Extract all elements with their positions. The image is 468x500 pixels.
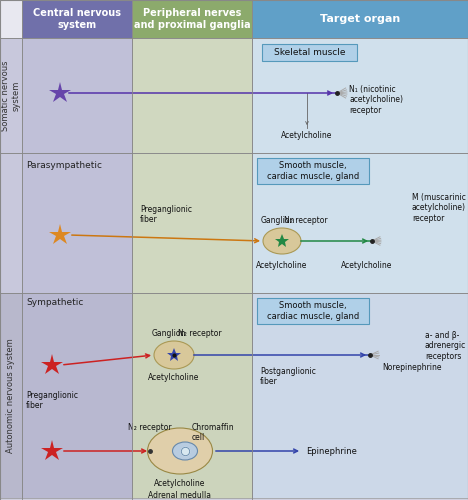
Text: Skeletal muscle: Skeletal muscle xyxy=(274,48,345,57)
Bar xyxy=(257,158,369,184)
Bar xyxy=(0,153,22,293)
Text: Acetylcholine: Acetylcholine xyxy=(256,261,307,270)
Text: Postganglionic
fiber: Postganglionic fiber xyxy=(260,367,316,386)
Text: N₂ receptor: N₂ receptor xyxy=(128,423,172,432)
Text: Ganglion: Ganglion xyxy=(261,216,295,225)
Text: N₂ receptor: N₂ receptor xyxy=(284,216,328,225)
Bar xyxy=(132,38,252,153)
Bar xyxy=(22,293,132,498)
Text: N₂ receptor: N₂ receptor xyxy=(178,329,222,338)
Bar xyxy=(22,0,132,38)
Text: Acetylcholine: Acetylcholine xyxy=(148,373,200,382)
Bar xyxy=(22,38,132,153)
Text: Central nervous
system: Central nervous system xyxy=(33,8,121,30)
Text: M (muscarinic
acetylcholine)
receptor: M (muscarinic acetylcholine) receptor xyxy=(412,193,466,223)
Text: Parasympathetic: Parasympathetic xyxy=(26,161,102,170)
Text: Peripheral nerves
and proximal ganglia: Peripheral nerves and proximal ganglia xyxy=(134,8,250,30)
Ellipse shape xyxy=(147,428,212,474)
Bar xyxy=(132,153,252,293)
Bar xyxy=(0,293,22,498)
Bar xyxy=(262,44,357,61)
Text: Preganglionic
fiber: Preganglionic fiber xyxy=(140,205,192,225)
Text: Somatic nervous
system: Somatic nervous system xyxy=(1,60,21,130)
Bar xyxy=(252,38,468,153)
Text: Target organ: Target organ xyxy=(320,14,400,24)
Bar xyxy=(0,38,22,153)
Ellipse shape xyxy=(154,341,194,369)
Bar xyxy=(132,293,252,498)
Bar xyxy=(0,0,22,38)
Text: Ganglion: Ganglion xyxy=(152,329,186,338)
Bar xyxy=(132,0,252,38)
Bar xyxy=(252,293,468,498)
Text: Acetylcholine: Acetylcholine xyxy=(341,261,393,270)
Bar xyxy=(22,153,132,293)
Ellipse shape xyxy=(173,442,197,460)
Ellipse shape xyxy=(263,228,301,254)
Text: Chromaffin
cell: Chromaffin cell xyxy=(192,423,234,442)
Text: Smooth muscle,
cardiac muscle, gland: Smooth muscle, cardiac muscle, gland xyxy=(267,162,359,180)
Text: Smooth muscle,
cardiac muscle, gland: Smooth muscle, cardiac muscle, gland xyxy=(267,302,359,320)
Bar xyxy=(252,0,468,38)
Text: Autonomic nervous system: Autonomic nervous system xyxy=(7,338,15,453)
Text: Epinephrine: Epinephrine xyxy=(306,446,357,456)
Text: N₁ (nicotinic
acetylcholine)
receptor: N₁ (nicotinic acetylcholine) receptor xyxy=(349,85,403,115)
Text: a- and β-
adrenergic
receptors: a- and β- adrenergic receptors xyxy=(425,331,466,361)
Text: Preganglionic
fiber: Preganglionic fiber xyxy=(26,391,78,410)
Bar xyxy=(257,298,369,324)
Text: Acetylcholine: Acetylcholine xyxy=(154,479,206,488)
Text: Adrenal medulla: Adrenal medulla xyxy=(148,491,212,500)
Text: Acetylcholine: Acetylcholine xyxy=(281,131,333,140)
Text: Sympathetic: Sympathetic xyxy=(26,298,83,307)
Bar xyxy=(252,153,468,293)
Text: Norepinephrine: Norepinephrine xyxy=(382,363,441,372)
